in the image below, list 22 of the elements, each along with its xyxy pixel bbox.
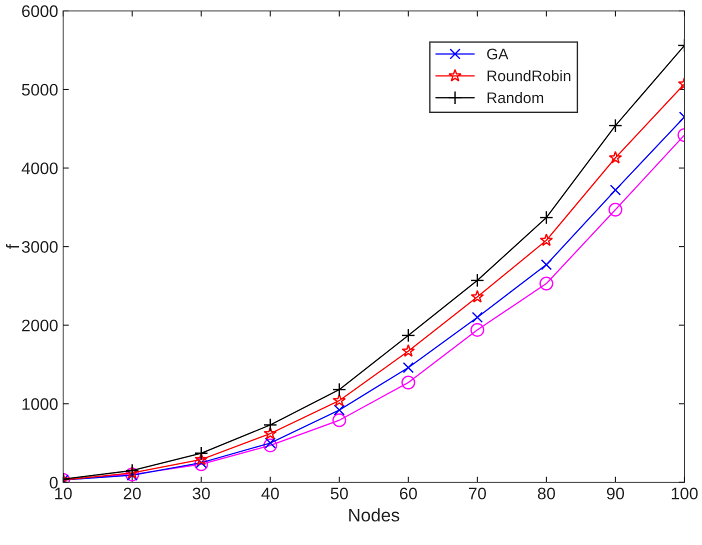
x-tick-label: 10 [55,488,72,500]
y-tick-label: 0 [50,476,58,489]
x-tick-label: 90 [606,488,624,500]
x-tick-label: 80 [538,488,556,500]
x-tick-label: 60 [400,488,417,500]
legend-label: RoundRobin [488,70,570,82]
x-tick-label: 30 [192,488,210,500]
x-axis-title: Nodes [349,508,400,522]
y-tick-label: 2000 [22,320,58,332]
y-tick-label: 3000 [22,241,58,253]
x-tick-label: 50 [330,488,348,500]
y-tick-label: 4000 [22,162,58,174]
x-tick-label: 100 [672,488,698,500]
x-tick-label: 70 [468,488,486,500]
y-tick-label: 6000 [22,5,58,18]
x-tick-label: 40 [261,488,279,500]
y-tick-label: 5000 [22,84,58,96]
x-tick-label: 20 [124,488,141,500]
legend-label: GA [487,48,508,60]
legend-label: Random [488,92,544,104]
y-axis-title: f [6,244,20,249]
y-tick-label: 1000 [22,398,58,410]
